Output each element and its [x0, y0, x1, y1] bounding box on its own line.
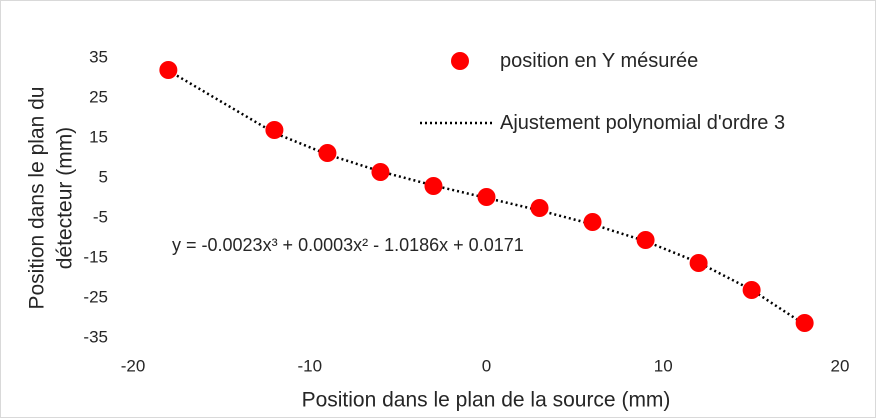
y-tick-label: -25 [83, 287, 108, 306]
y-axis-title: Position dans le plan du [26, 87, 49, 310]
y-tick-label: -35 [83, 327, 108, 346]
x-tick-label: -10 [297, 356, 322, 375]
point [265, 121, 284, 139]
y-tick-label: -15 [83, 247, 108, 266]
y-tick-label: 35 [89, 47, 108, 66]
point [318, 144, 337, 162]
point [742, 281, 761, 299]
point [636, 231, 655, 249]
point [477, 188, 496, 206]
y-tick-label: 5 [99, 167, 108, 186]
point [159, 61, 178, 79]
legend-label: Ajustement polynomial d'ordre 3 [500, 112, 786, 134]
legend-label: position en Y mésurée [500, 50, 699, 72]
y-tick-label: -5 [93, 207, 108, 226]
point [583, 213, 602, 231]
equation: y = -0.0023x³ + 0.0003x² - 1.0186x + 0.0… [172, 235, 524, 255]
y-axis-title: détecteur (mm) [54, 127, 77, 269]
point [424, 177, 443, 195]
legend-marker [451, 52, 469, 70]
trendline [167, 69, 806, 326]
x-tick-label: -20 [121, 356, 146, 375]
y-tick-label: 15 [89, 127, 108, 146]
point [371, 163, 390, 181]
x-tick-label: 20 [831, 356, 850, 375]
y-tick-label: 25 [89, 87, 108, 106]
x-tick-label: 10 [654, 356, 673, 375]
x-axis-title: Position dans le plan de la source (mm) [302, 389, 671, 412]
point [530, 199, 549, 217]
x-tick-label: 0 [482, 356, 491, 375]
point [795, 314, 814, 332]
point [689, 254, 708, 272]
